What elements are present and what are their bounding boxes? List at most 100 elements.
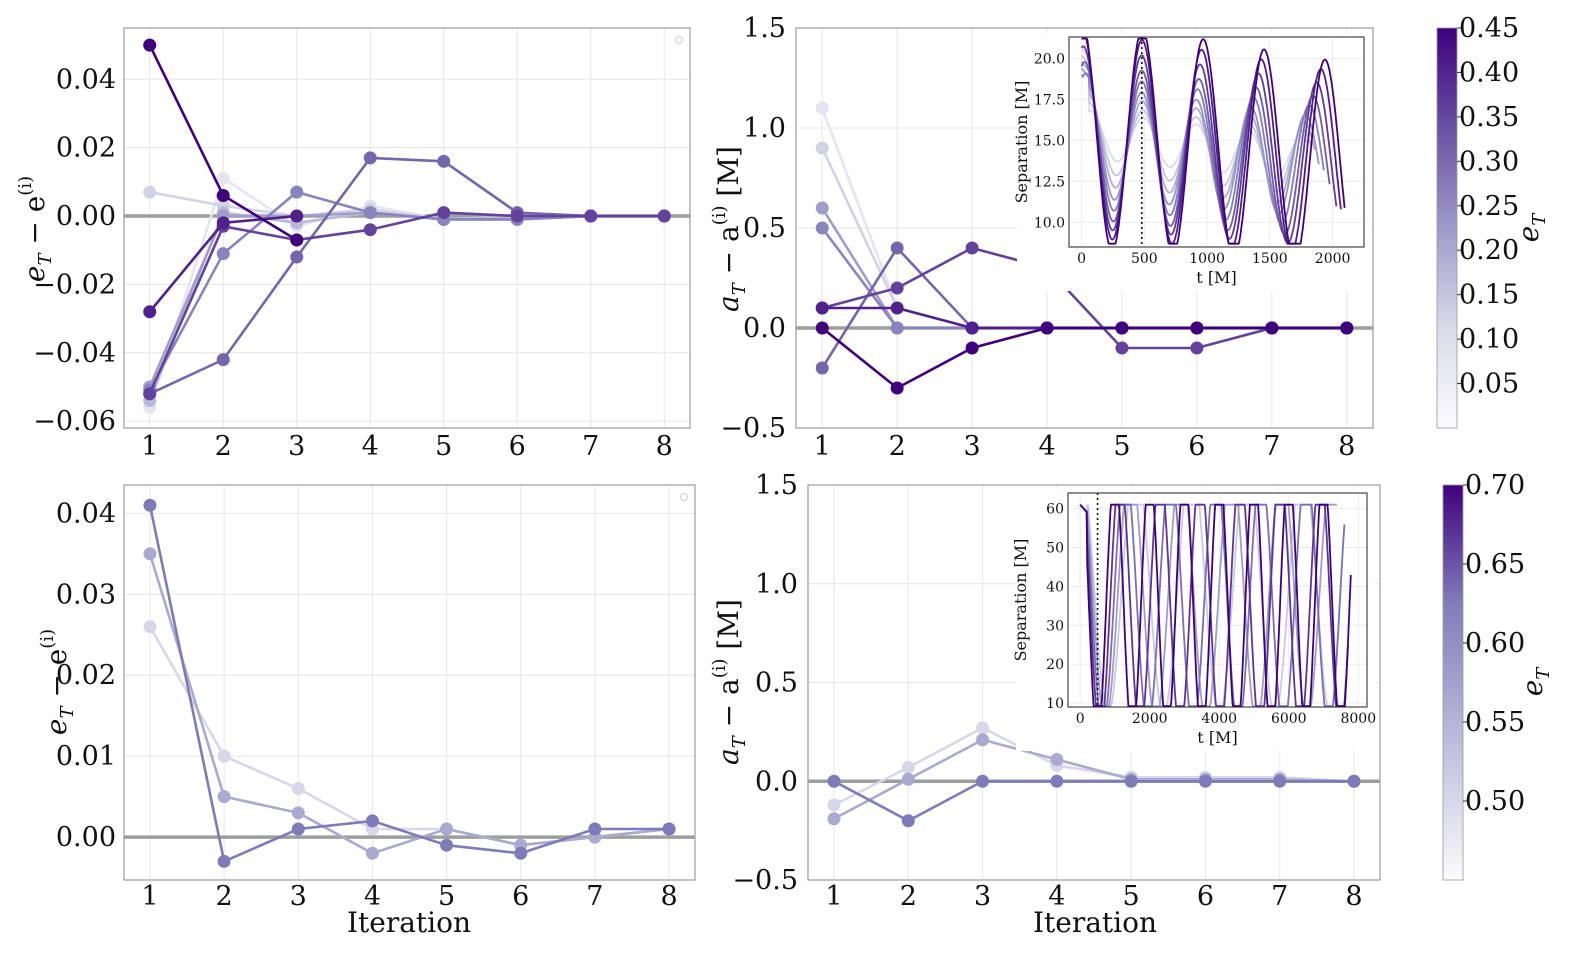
- data-point: [1040, 321, 1054, 335]
- inset-x-tick-label: 1000: [1189, 251, 1225, 267]
- colorbar-tick-label: 0.10: [1459, 324, 1519, 355]
- x-tick-label: 5: [435, 431, 452, 462]
- y-tick-label: −0.06: [33, 406, 116, 437]
- inset-xlabel: t [M]: [1197, 728, 1237, 747]
- y-tick-label: 0.5: [743, 213, 786, 244]
- data-point: [1198, 774, 1212, 788]
- x-tick-label: 4: [362, 431, 379, 462]
- colorbar-top: 0.05 0.10 0.15 0.20 0.25 0.30 0.35 0.40 0.45: [1436, 13, 1519, 429]
- data-point: [827, 798, 841, 812]
- data-point: [290, 233, 304, 247]
- x-tick-label: 4: [1038, 431, 1055, 462]
- data-point: [437, 154, 451, 168]
- colorbar-tick-label: 0.40: [1459, 57, 1519, 88]
- data-point: [976, 733, 990, 747]
- data-point: [510, 209, 524, 223]
- x-tick-label: 6: [1188, 431, 1205, 462]
- x-tick-label: 8: [656, 431, 673, 462]
- inset-x-tick-label: 4000: [1201, 711, 1237, 727]
- top-left-ylabel: eT − e(i): [15, 176, 56, 282]
- colorbar-bottom-gradient: [1442, 484, 1464, 881]
- top-left-panel: 1 2 3 4 5 6 7 8 −0.06 −0.04 −0.02 0.00 0.02 0.04: [33, 27, 691, 462]
- data-point: [965, 241, 979, 255]
- inset-x-tick-label: 8000: [1340, 711, 1376, 727]
- data-point: [290, 185, 304, 199]
- series-line: [148, 211, 665, 402]
- data-point: [216, 189, 230, 203]
- inset-x-tick-label: 2000: [1315, 251, 1351, 267]
- data-point: [1050, 774, 1064, 788]
- series-line: [833, 738, 1355, 820]
- x-tick-label: 5: [438, 881, 455, 912]
- x-tick-label: 5: [1123, 881, 1140, 912]
- data-point: [363, 151, 377, 165]
- colorbar-top-gradient: [1436, 27, 1458, 429]
- data-point: [143, 547, 157, 561]
- colorbar-tick-label: 0.05: [1459, 369, 1519, 400]
- data-point: [827, 812, 841, 826]
- inset-x-tick-label: 0: [1077, 251, 1086, 267]
- legend-marker: [675, 36, 683, 44]
- x-tick-label: 2: [900, 881, 917, 912]
- x-tick-label: 7: [1263, 431, 1280, 462]
- data-point: [1273, 774, 1287, 788]
- bottom-left-ylabel: eT − e(i): [37, 629, 78, 735]
- data-point: [143, 38, 157, 52]
- inset-y-tick-label: 60: [1046, 502, 1064, 518]
- data-point: [290, 209, 304, 223]
- bottom-right-xlabel: Iteration: [1033, 906, 1157, 939]
- x-tick-label: 6: [512, 881, 529, 912]
- y-tick-label: 1.5: [755, 470, 798, 501]
- data-point: [1115, 341, 1129, 355]
- data-point: [365, 814, 379, 828]
- data-point: [143, 305, 157, 319]
- y-tick-label: −0.04: [33, 338, 116, 369]
- x-tick-label: 4: [1048, 881, 1065, 912]
- data-point: [662, 822, 676, 836]
- x-tick-label: 2: [889, 431, 906, 462]
- inset-curve: [1080, 54, 1312, 192]
- colorbar-bottom-label: eT: [1516, 666, 1554, 697]
- y-tick-label: 0.03: [56, 579, 116, 610]
- colorbar-tick-label: 0.55: [1465, 707, 1525, 738]
- colorbar-tick-label: 0.45: [1459, 13, 1519, 44]
- inset-x-tick-label: 1500: [1252, 251, 1288, 267]
- data-point: [216, 353, 230, 367]
- data-point: [965, 341, 979, 355]
- inset-y-tick-label: 20: [1046, 657, 1064, 673]
- bottom-left-xlabel: Iteration: [347, 906, 471, 939]
- colorbar-tick-label: 0.30: [1459, 146, 1519, 177]
- bottom-left-panel: 1 2 3 4 5 6 7 8 0.00 0.01 0.02 0.03 0.04: [56, 484, 696, 912]
- data-point: [976, 774, 990, 788]
- data-point: [440, 838, 454, 852]
- inset-ylabel: Separation [M]: [1011, 539, 1030, 662]
- inset-frame: [1067, 492, 1368, 708]
- top-right-ylabel: aT − a(i) [M]: [709, 146, 750, 312]
- data-point: [363, 206, 377, 220]
- series-line: [821, 326, 1347, 390]
- x-tick-label: 6: [509, 431, 526, 462]
- data-point: [216, 247, 230, 261]
- data-point: [1190, 341, 1204, 355]
- inset-y-tick-label: 17.5: [1034, 92, 1065, 108]
- x-tick-label: 2: [215, 431, 232, 462]
- inset-curve: [1079, 503, 1337, 708]
- colorbar-bottom: 0.50 0.55 0.60 0.65 0.70: [1442, 470, 1525, 881]
- data-point: [890, 281, 904, 295]
- x-tick-label: 7: [1271, 881, 1288, 912]
- top-right-panel: 1 2 3 4 5 6 7 8 −0.5 0.0 0.5 1.0 1.5: [720, 13, 1374, 462]
- data-point: [584, 209, 598, 223]
- data-point: [1340, 321, 1354, 335]
- colorbar-tick-label: 0.60: [1465, 628, 1525, 659]
- top-right-inset: 0 500 1000 1500 2000 10.0 12.5 15.0 17.5 20.0 t [M…: [1012, 33, 1372, 291]
- data-point: [365, 846, 379, 860]
- axes-frame: [123, 484, 696, 881]
- y-tick-label: 0.0: [743, 313, 786, 344]
- x-tick-label: 7: [582, 431, 599, 462]
- data-point: [363, 223, 377, 237]
- inset-y-tick-label: 12.5: [1034, 174, 1065, 190]
- data-point: [815, 361, 829, 375]
- inset-x-tick-label: 2000: [1132, 711, 1168, 727]
- x-tick-label: 8: [1345, 881, 1362, 912]
- y-tick-label: 1.5: [743, 13, 786, 44]
